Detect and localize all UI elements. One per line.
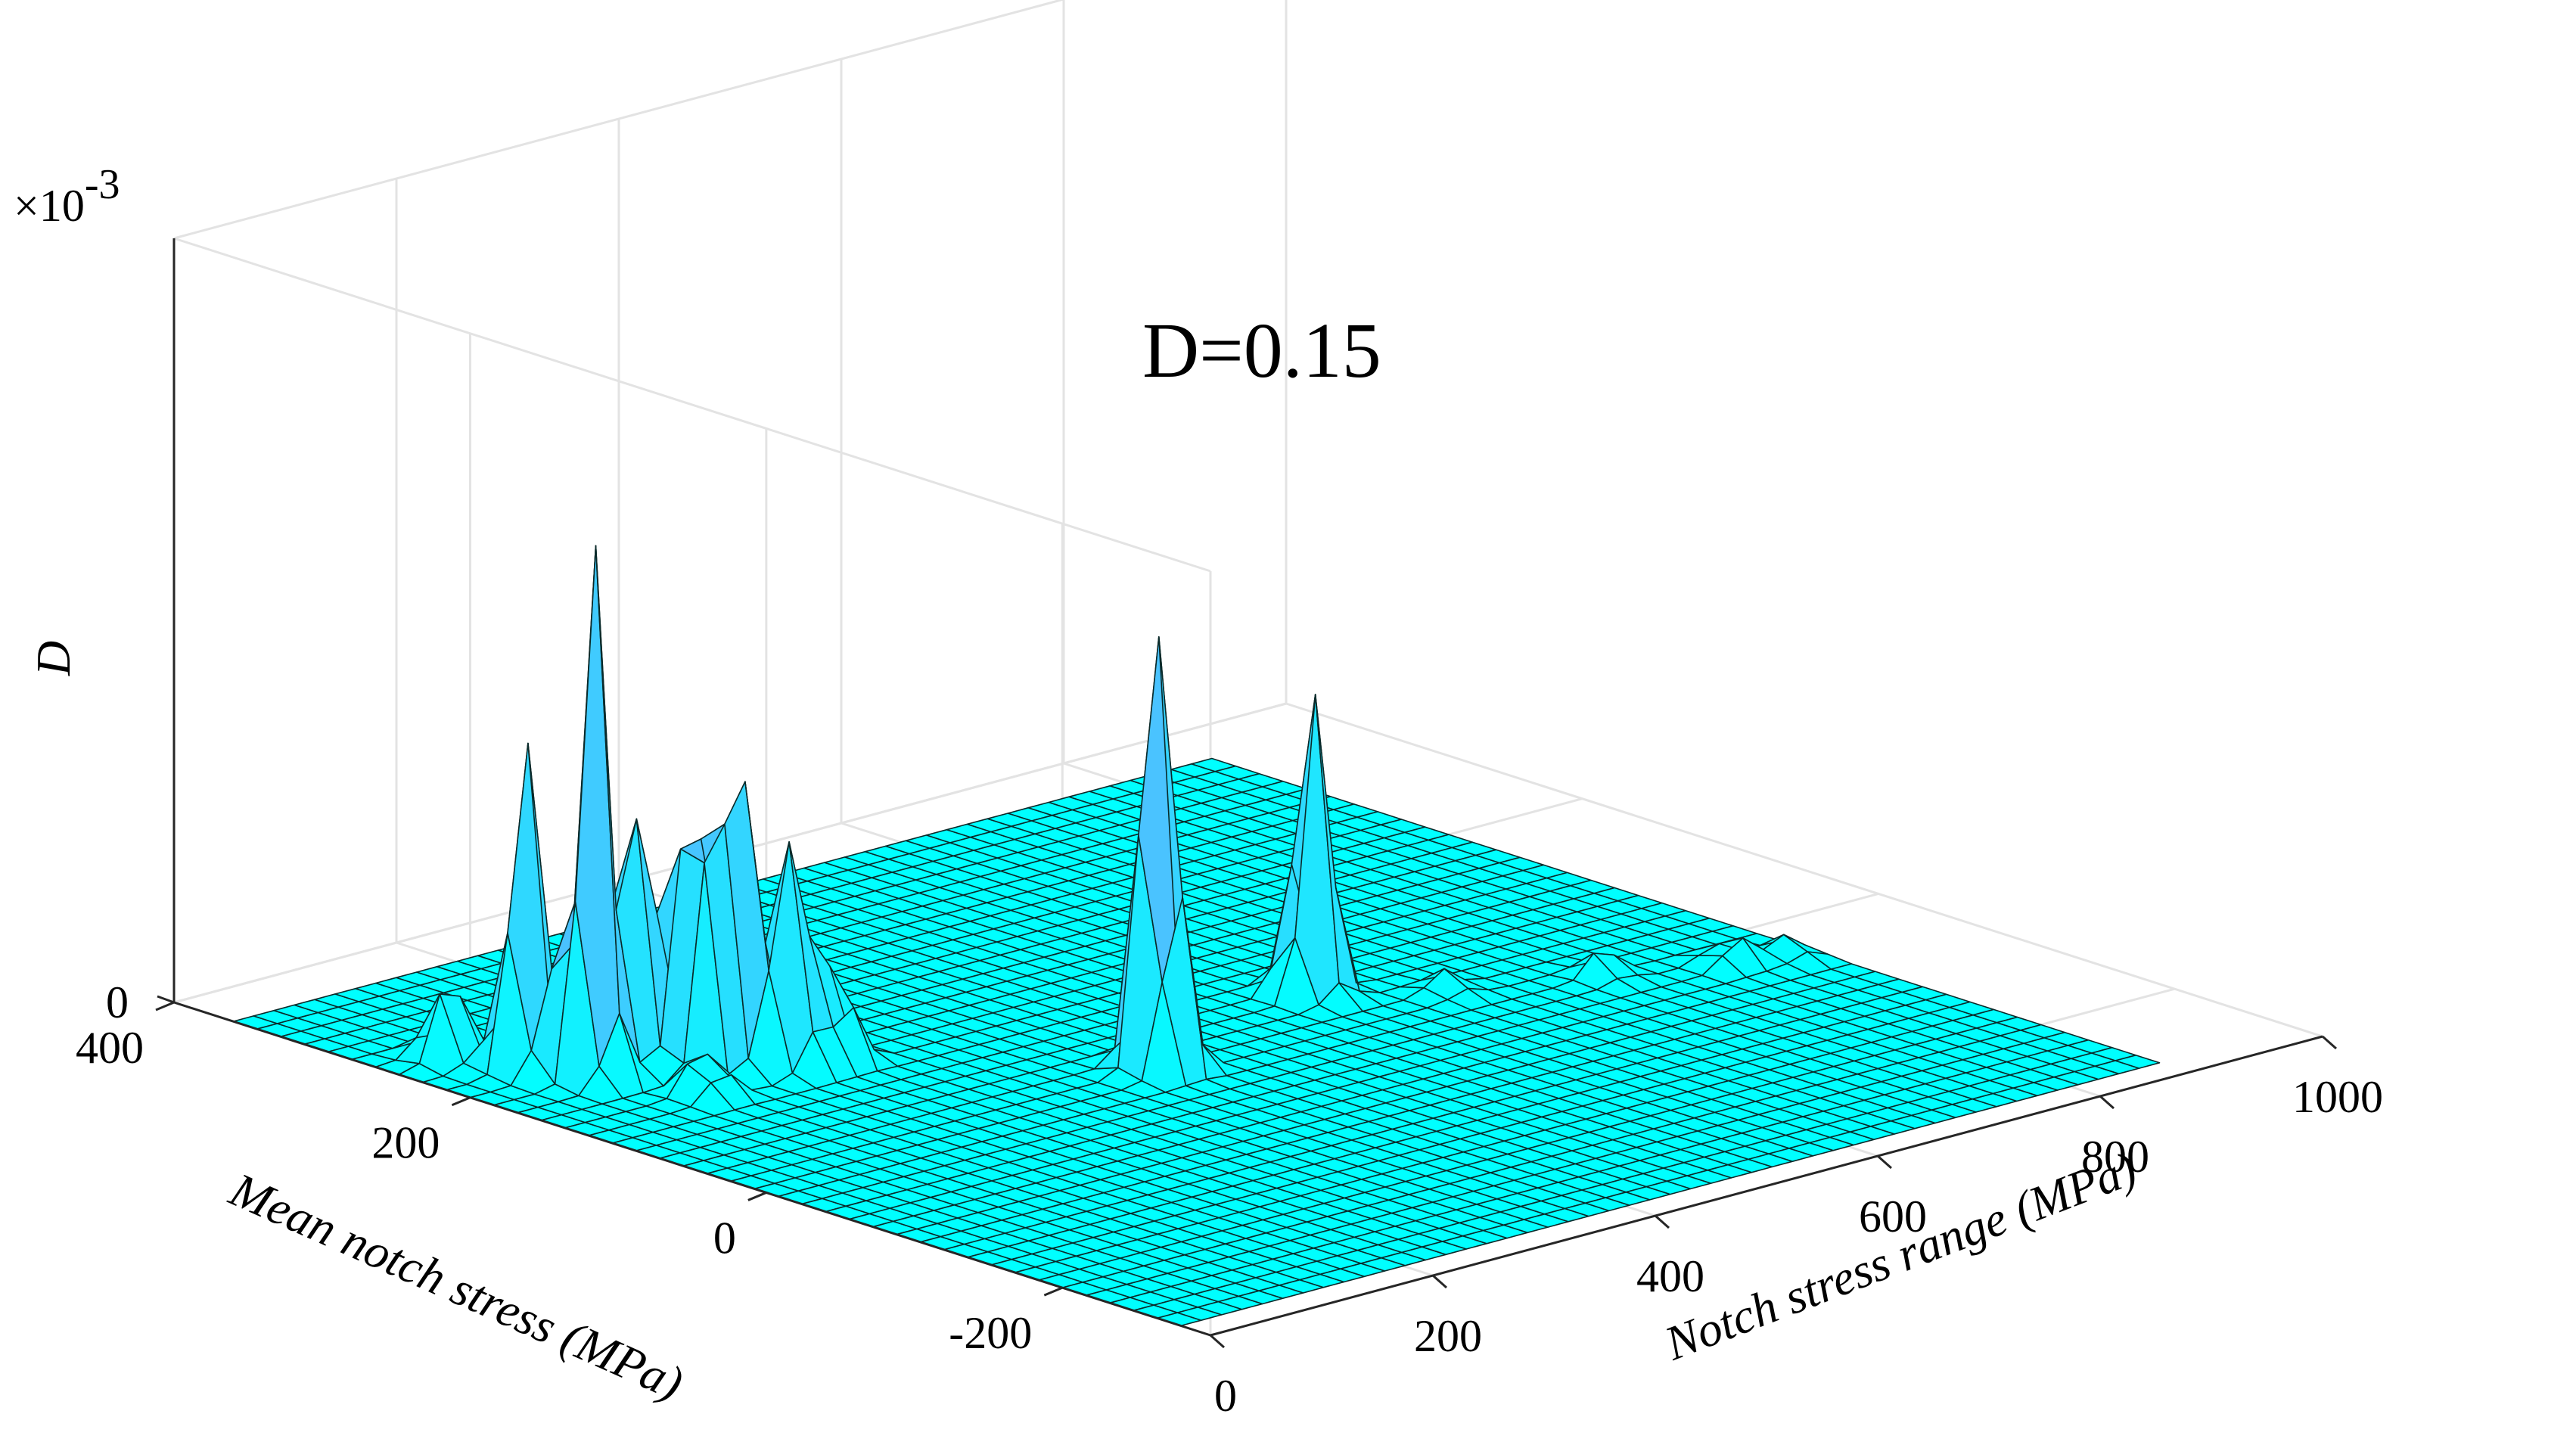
chart-annotation: D=0.15 bbox=[1142, 307, 1381, 394]
y-tick-mark bbox=[155, 1001, 175, 1011]
y-tick-mark bbox=[747, 1192, 767, 1201]
x-tick-mark bbox=[1210, 1334, 1225, 1349]
y-tick-mark bbox=[1043, 1286, 1063, 1297]
grid-line bbox=[173, 237, 1211, 573]
x-tick-label: 0 bbox=[1214, 1371, 1237, 1421]
x-axis-line bbox=[1210, 1035, 2323, 1337]
y-tick-label: 0 bbox=[713, 1213, 736, 1263]
y-tick-label: -200 bbox=[949, 1308, 1032, 1358]
y-axis-label: Mean notch stress (MPa) bbox=[222, 1162, 691, 1410]
x-tick-mark bbox=[1655, 1214, 1670, 1229]
x-tick-mark bbox=[1877, 1154, 1892, 1170]
x-tick-label: 1000 bbox=[2292, 1072, 2383, 1122]
y-tick-label: 200 bbox=[371, 1118, 440, 1168]
grid-line bbox=[173, 0, 1066, 240]
x-tick-mark bbox=[2322, 1035, 2337, 1050]
z-scale-exponent: -3 bbox=[85, 161, 120, 208]
x-tick-label: 200 bbox=[1414, 1311, 1482, 1361]
z-axis-label: D bbox=[26, 641, 80, 676]
z-axis-scale: ×10-3 bbox=[14, 161, 120, 231]
y-tick-mark bbox=[451, 1096, 471, 1107]
x-tick-label: 800 bbox=[2081, 1132, 2149, 1182]
x-tick-mark bbox=[2099, 1095, 2115, 1110]
z-scale-prefix: ×10 bbox=[14, 181, 85, 231]
z-tick-label: 0 bbox=[106, 977, 129, 1027]
x-tick-label: 400 bbox=[1636, 1251, 1704, 1301]
z-tick-mark bbox=[157, 995, 175, 1004]
x-tick-label: 600 bbox=[1859, 1192, 1927, 1241]
x-tick-mark bbox=[1432, 1274, 1447, 1289]
surface-cell bbox=[2115, 1055, 2161, 1069]
grid-line bbox=[1285, 702, 2323, 1038]
y-tick-label: 400 bbox=[76, 1023, 144, 1073]
surface-mesh bbox=[232, 545, 2161, 1327]
y-axis-line bbox=[173, 1001, 1211, 1337]
